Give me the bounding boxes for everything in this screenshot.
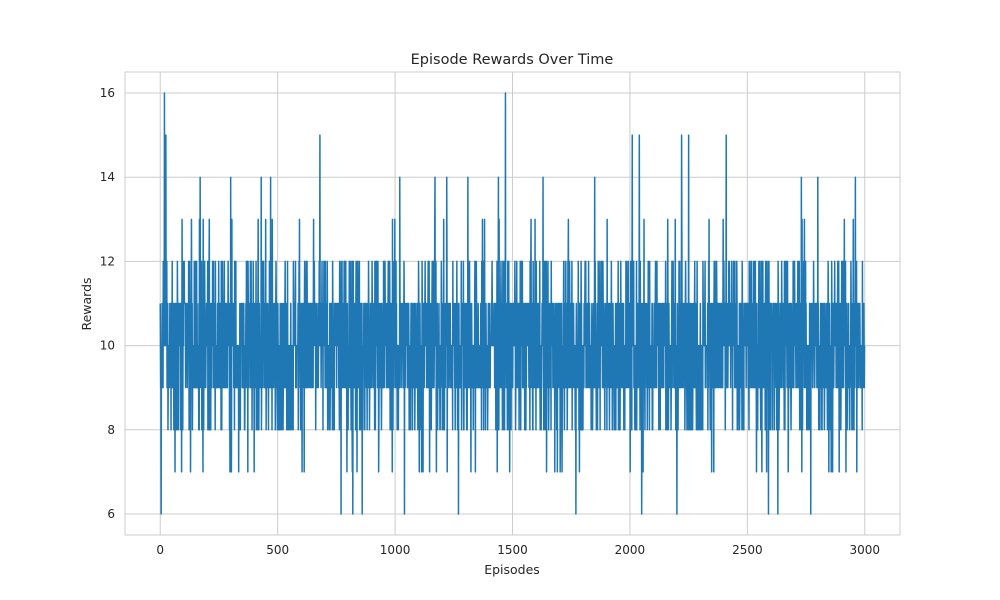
x-tick-label: 500 (266, 543, 289, 557)
reward-line (159, 92, 866, 515)
x-tick-label: 2000 (615, 543, 646, 557)
x-tick-label: 3000 (849, 543, 880, 557)
y-tick-label: 6 (107, 507, 115, 521)
x-tick-label: 1000 (380, 543, 411, 557)
y-tick-label: 14 (100, 170, 115, 184)
chart-title: Episode Rewards Over Time (411, 52, 614, 68)
x-tick-label: 1500 (497, 543, 528, 557)
y-tick-label: 10 (100, 339, 115, 353)
y-axis-label: Rewards (79, 277, 94, 330)
x-tick-label: 2500 (732, 543, 763, 557)
reward-series (159, 92, 866, 515)
y-tick-label: 12 (100, 254, 115, 268)
x-axis-label: Episodes (484, 562, 540, 577)
y-tick-label: 8 (107, 423, 115, 437)
y-tick-labels: 6 8 10 12 14 16 (100, 86, 115, 521)
y-tick-label: 16 (100, 86, 115, 100)
x-tick-label: 0 (156, 543, 164, 557)
x-tick-labels: 0 500 1000 1500 2000 2500 3000 (156, 543, 880, 557)
